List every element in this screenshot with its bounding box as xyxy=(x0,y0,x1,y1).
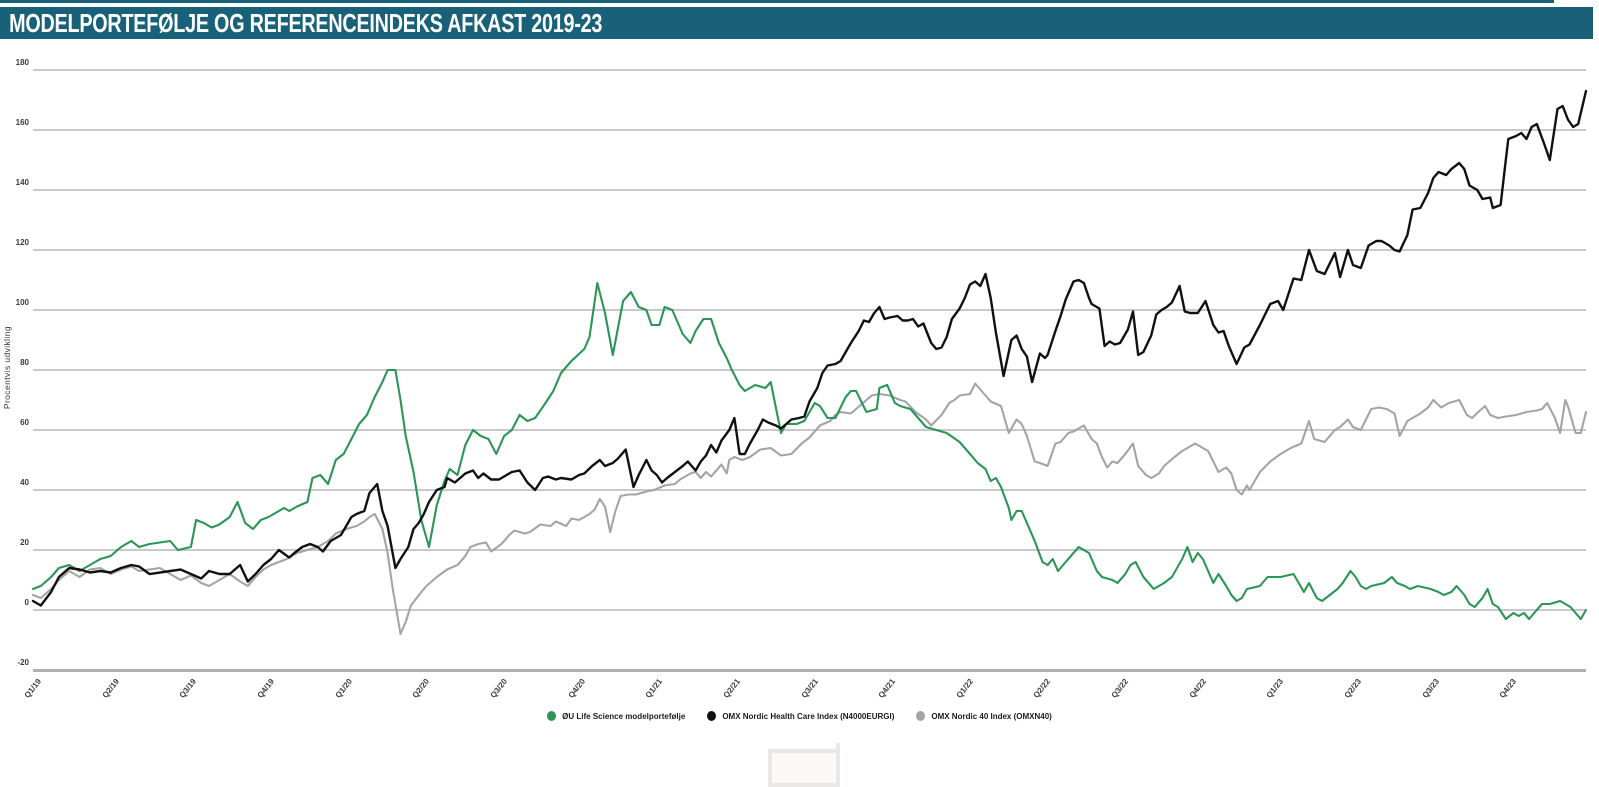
series-line-2 xyxy=(31,382,1588,636)
y-tick-label: 100 xyxy=(15,298,29,307)
legend-marker-icon xyxy=(707,711,717,721)
gridline-y-140 xyxy=(33,189,1586,191)
gridline-y-40 xyxy=(33,489,1586,491)
chart-title: MODELPORTEFØLJE OG REFERENCEINDEKS AFKAS… xyxy=(9,7,603,38)
gridline-y--20 xyxy=(33,669,1586,672)
legend-marker-icon xyxy=(547,711,557,721)
y-tick-label: 80 xyxy=(20,358,29,367)
y-tick-label: 120 xyxy=(15,238,29,247)
legend-item-2: OMX Nordic 40 Index (OMXN40) xyxy=(916,711,1052,721)
cropped-logo-watermark xyxy=(768,743,840,787)
legend-item-0: ØU Life Science modelportefølje xyxy=(547,711,685,721)
series-lines-layer xyxy=(31,89,1588,636)
gridline-y-60 xyxy=(33,429,1586,431)
top-accent-strip xyxy=(0,0,1554,3)
y-tick-label: 180 xyxy=(15,58,29,67)
y-tick-label: 160 xyxy=(15,118,29,127)
legend-item-1: OMX Nordic Health Care Index (N4000EURGI… xyxy=(707,711,894,721)
legend-marker-icon xyxy=(916,711,926,721)
y-tick-label: -20 xyxy=(17,658,29,667)
gridline-y-160 xyxy=(33,129,1586,131)
gridline-y-80 xyxy=(33,369,1586,371)
y-tick-label: 20 xyxy=(20,538,29,547)
gridline-y-120 xyxy=(33,249,1586,251)
gridline-y-20 xyxy=(33,549,1586,551)
legend-label: OMX Nordic Health Care Index (N4000EURGI… xyxy=(722,711,895,721)
y-tick-label: 140 xyxy=(15,178,29,187)
legend: ØU Life Science modelportefølje OMX Nordi… xyxy=(0,711,1599,721)
gridline-y-0 xyxy=(33,609,1586,611)
y-tick-label: 0 xyxy=(24,598,29,607)
series-line-1 xyxy=(31,89,1588,607)
legend-label: ØU Life Science modelportefølje xyxy=(562,711,686,721)
y-tick-label: 60 xyxy=(20,418,29,427)
legend-label: OMX Nordic 40 Index (OMXN40) xyxy=(931,711,1052,721)
gridline-y-180 xyxy=(33,69,1586,71)
title-bar: MODELPORTEFØLJE OG REFERENCEINDEKS AFKAS… xyxy=(0,7,1593,39)
series-line-0 xyxy=(31,281,1588,621)
gridline-y-100 xyxy=(33,309,1586,311)
y-tick-label: 40 xyxy=(20,478,29,487)
logo-watermark-tab xyxy=(836,743,840,753)
